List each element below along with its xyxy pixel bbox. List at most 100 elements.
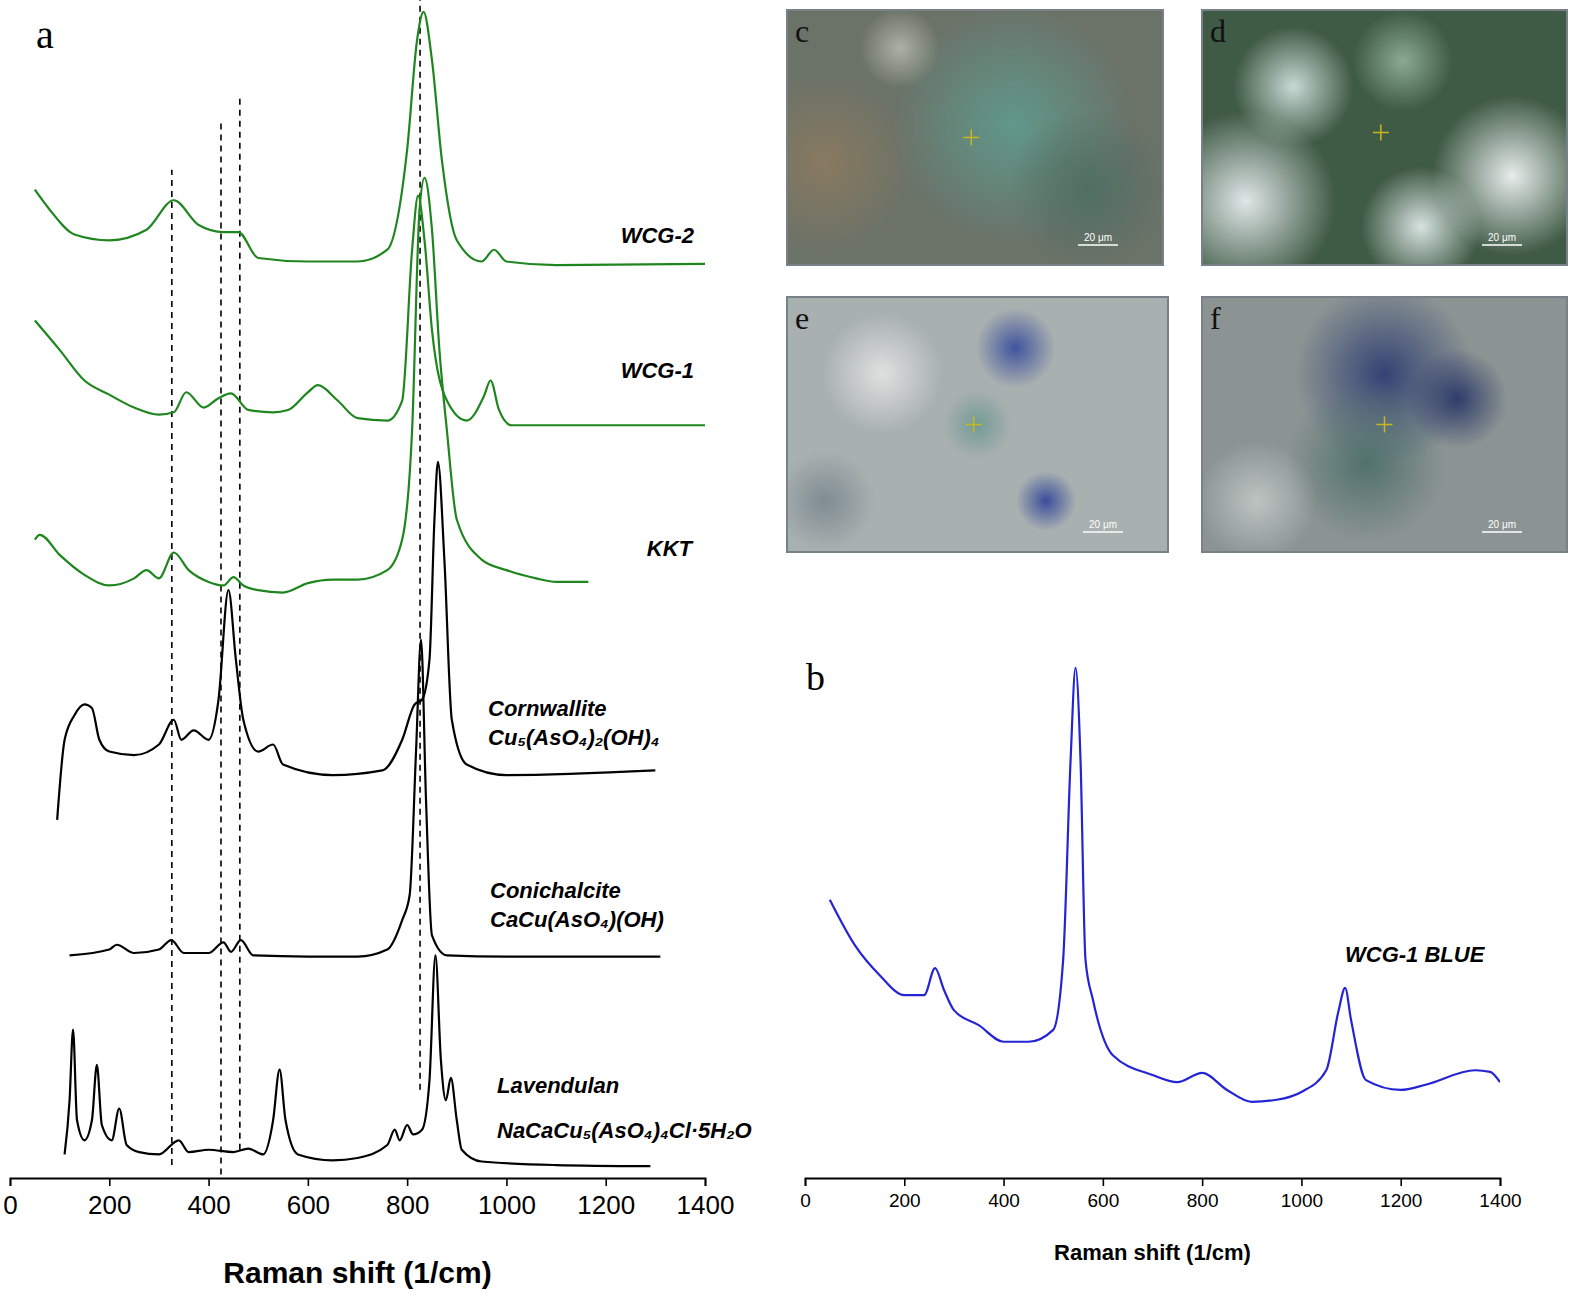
crosshair — [963, 130, 979, 146]
tick-mark — [109, 1178, 111, 1186]
panel-label: b — [806, 656, 825, 698]
reference-line — [239, 95, 241, 1149]
micrograph-frame — [1202, 10, 1567, 265]
tick-label: 600 — [287, 1190, 330, 1220]
tick-label: 0 — [3, 1190, 17, 1220]
tick-mark — [904, 1178, 906, 1186]
tick: 1200 — [1380, 1178, 1422, 1211]
micrograph-label: e — [795, 300, 809, 336]
micrograph-texture — [822, 314, 942, 434]
series-label: Cornwallite — [488, 696, 607, 721]
tick-label: 800 — [1187, 1190, 1219, 1211]
tick-label: 0 — [800, 1190, 811, 1211]
spectrum-line — [35, 178, 589, 593]
tick: 1400 — [677, 1178, 735, 1220]
micrograph-texture — [976, 308, 1056, 388]
scale-bar-label: 20 μm — [1488, 232, 1516, 243]
series-label: WCG-2 — [621, 223, 695, 248]
tick: 400 — [187, 1178, 230, 1220]
plot-area — [35, 0, 705, 1174]
tick-label: 1400 — [1479, 1190, 1521, 1211]
crosshair — [966, 417, 982, 433]
reference-line — [220, 120, 222, 1174]
tick: 200 — [889, 1178, 921, 1211]
micrograph-frame — [1202, 297, 1567, 552]
panel-label: a — [36, 12, 54, 57]
tick: 1000 — [478, 1178, 536, 1220]
micrograph-texture — [1202, 441, 1317, 552]
figure: a WCG-2 WCG-1 KKT Cornwallite Cu₅(AsO₄)₂(OH)₄… — [0, 0, 1592, 1314]
scale-bar — [1482, 531, 1522, 533]
tick-label: 200 — [889, 1190, 921, 1211]
tick: 1000 — [1281, 1178, 1323, 1211]
scale-bar-label: 20 μm — [1089, 519, 1117, 530]
tick: 0 — [800, 1178, 811, 1211]
series-label: KKT — [647, 536, 694, 561]
micrograph-texture — [1361, 167, 1481, 265]
micrograph-texture — [1008, 109, 1163, 266]
series-formula: NaCaCu₅(AsO₄)₄Cl·5H₂O — [497, 1118, 752, 1143]
micrograph-image — [787, 297, 1168, 552]
tick-label: 1200 — [577, 1190, 635, 1220]
tick-label: 1000 — [1281, 1190, 1323, 1211]
series-label: WCG-1 — [621, 358, 694, 383]
panel: a WCG-2 WCG-1 KKT Cornwallite Cu₅(AsO₄)₂(OH)₄… — [3, 0, 751, 1289]
tick: 800 — [1187, 1178, 1219, 1211]
tick-mark — [506, 1178, 508, 1186]
tick-label: 400 — [187, 1190, 230, 1220]
crosshair — [1373, 124, 1389, 140]
micrograph-image — [1202, 10, 1567, 265]
tick: 400 — [988, 1178, 1020, 1211]
micrograph-label: f — [1210, 300, 1221, 336]
crosshair — [1377, 417, 1393, 433]
micrograph-frame — [787, 10, 1163, 265]
scale-bar-label: 20 μm — [1084, 232, 1112, 243]
tick-label: 800 — [386, 1190, 429, 1220]
tick-mark — [705, 1178, 707, 1186]
tick-mark — [805, 1178, 807, 1186]
scale-bar — [1078, 244, 1118, 246]
tick-mark — [1301, 1178, 1303, 1186]
x-axis: 0 200 400 600 800 1000 1200 1400 — [800, 1178, 1521, 1211]
panel: bWCG-1 BLUE0200400600800100012001400Rama… — [800, 656, 1521, 1265]
micrograph-texture — [1353, 11, 1453, 111]
reference-line — [419, 0, 421, 1090]
micrograph-label: d — [1210, 13, 1226, 49]
micrograph-image — [1202, 297, 1567, 552]
x-axis: 0 200 400 600 800 1000 1200 1400 — [3, 1178, 734, 1220]
tick-label: 200 — [88, 1190, 131, 1220]
tick-mark — [605, 1178, 607, 1186]
micrograph-texture — [787, 451, 875, 551]
micrograph-frame — [787, 297, 1168, 552]
tick-label: 1400 — [677, 1190, 735, 1220]
tick: 0 — [3, 1178, 17, 1220]
tick: 1400 — [1479, 1178, 1521, 1211]
scale-bar — [1083, 531, 1123, 533]
plot-area — [830, 668, 1500, 1102]
tick-mark — [1400, 1178, 1402, 1186]
tick-label: 600 — [1088, 1190, 1120, 1211]
micrograph-image — [787, 10, 1163, 265]
tick: 600 — [287, 1178, 330, 1220]
tick: 800 — [386, 1178, 429, 1220]
tick-mark — [1003, 1178, 1005, 1186]
reference-line — [171, 170, 173, 1165]
micrograph: c20 μm — [735, 5, 1168, 269]
axis-line — [806, 1179, 1501, 1187]
spectrum-line — [57, 462, 655, 820]
tick-mark — [407, 1178, 409, 1186]
axis-line — [11, 1179, 706, 1187]
micrograph-texture — [787, 73, 915, 253]
series-formula: Cu₅(AsO₄)₂(OH)₄ — [488, 725, 660, 750]
tick: 600 — [1088, 1178, 1120, 1211]
tick-mark — [308, 1178, 310, 1186]
tick-mark — [10, 1178, 12, 1186]
micrograph-texture — [943, 390, 1013, 460]
tick-mark — [208, 1178, 210, 1186]
series-label: Lavendulan — [497, 1073, 619, 1098]
micrograph: f 20 μm — [1197, 284, 1567, 562]
tick-label: 1200 — [1380, 1190, 1422, 1211]
micrograph-texture — [1233, 27, 1353, 147]
tick-mark — [1103, 1178, 1105, 1186]
scale-bar-label: 20 μm — [1488, 519, 1516, 530]
